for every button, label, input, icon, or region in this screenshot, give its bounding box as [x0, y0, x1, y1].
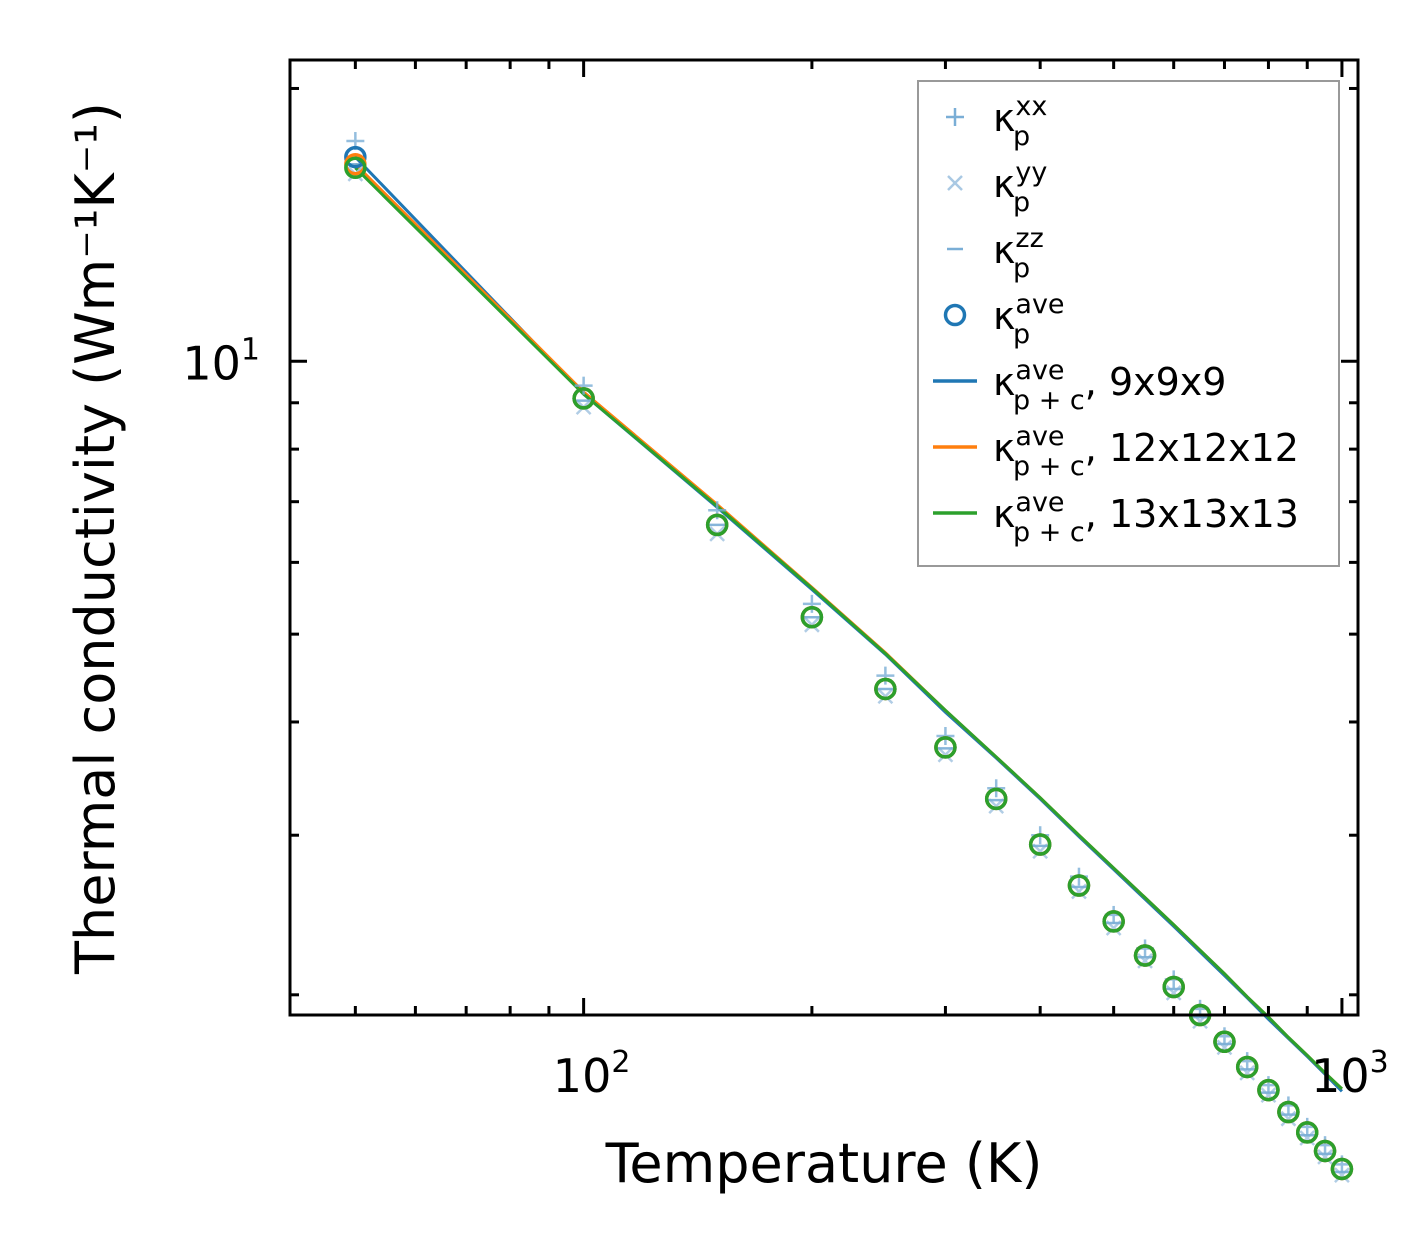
data-point: [1330, 1157, 1354, 1181]
data-point: [1067, 874, 1091, 897]
series-line-3: [354, 166, 1343, 1090]
scatter-series-kappa_p_zz: [347, 162, 1350, 1174]
legend-entry: κzz p: [947, 223, 1044, 284]
x-tick-label: 103: [1311, 1045, 1389, 1103]
data-point: [874, 677, 897, 701]
y-axis-label: Thermal conductivity (Wm⁻¹K⁻¹): [64, 102, 127, 975]
legend-label: κzz p: [993, 223, 1044, 284]
legend-entry: κave p + c, 13x13x13: [933, 487, 1299, 548]
data-point: [1235, 1055, 1259, 1079]
series-markers: [344, 132, 1354, 1184]
data-point: [877, 688, 894, 705]
legend-label: κave p + c, 9x9x9: [993, 355, 1226, 416]
data-point: [344, 145, 367, 169]
data-point: [572, 387, 595, 410]
data-point: [1277, 1100, 1300, 1124]
y-tick-label: 101: [182, 332, 260, 390]
plot-frame: [288, 58, 1360, 1017]
data-point: [800, 605, 824, 629]
data-point: [1317, 1148, 1333, 1165]
data-point: [1257, 1078, 1280, 1102]
data-point: [802, 594, 821, 613]
legend-marker-circle: [943, 303, 967, 327]
data-point: [936, 726, 955, 745]
legend-marker-cross: [947, 175, 963, 191]
legend-label: κave p + c, 12x12x12: [993, 421, 1299, 482]
data-point: [574, 376, 593, 395]
data-point: [1162, 975, 1185, 999]
legend-label: κave p + c, 13x13x13: [993, 487, 1299, 548]
data-point: [1213, 1030, 1236, 1054]
legend-entry: κave p + c, 9x9x9: [933, 355, 1226, 416]
data-point: [705, 513, 729, 537]
legend-label: κave p: [993, 289, 1065, 350]
legend-entry: κyy p: [947, 157, 1047, 218]
legend-entry: κave p + c, 12x12x12: [933, 421, 1299, 482]
data-point: [1102, 910, 1125, 933]
data-point: [984, 787, 1008, 811]
legend-frame: [917, 80, 1340, 567]
legend-label: κyy p: [993, 157, 1047, 218]
data-point: [1028, 833, 1052, 856]
data-point: [804, 616, 820, 633]
data-point: [1133, 944, 1157, 967]
data-point: [1295, 1121, 1319, 1144]
tick-labels: 102 103 101: [182, 332, 1388, 1103]
data-point: [988, 798, 1005, 815]
plot-area: [344, 132, 1354, 1184]
x-axis-label: Temperature (K): [605, 1132, 1043, 1195]
legend-label: κxx p: [993, 91, 1047, 152]
legend-marker-plus: [946, 108, 964, 126]
data-point: [344, 156, 367, 180]
data-point: [934, 736, 957, 759]
data-point: [937, 746, 954, 763]
legend-entry: κxx p: [946, 91, 1047, 152]
data-point: [1216, 1039, 1233, 1056]
data-point: [876, 666, 895, 685]
data-point: [1334, 1167, 1350, 1184]
series-lines: [354, 156, 1344, 1093]
x-tick-label: 102: [553, 1045, 631, 1103]
legend-entry: κave p: [943, 289, 1065, 350]
data-point: [1299, 1130, 1316, 1146]
data-point: [1313, 1139, 1337, 1163]
